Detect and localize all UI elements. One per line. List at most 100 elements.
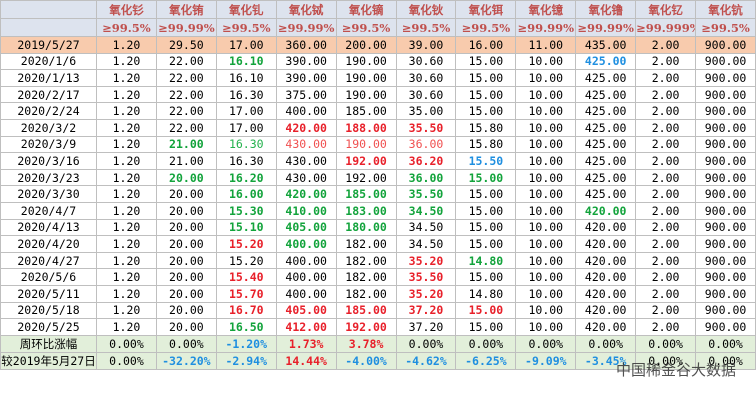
value-cell: 900.00 [695,85,756,104]
value-cell: 405.00 [275,301,337,320]
value-cell: 34.50 [395,218,457,237]
value-cell: 1.20 [96,102,157,120]
data-row: 2020/4/7 1.20 20.00 15.30 410.00 183.00 34.50 1… [0,201,756,220]
purity-header: ≥99.999% [635,18,697,37]
value-cell: 15.00 [455,201,517,220]
data-row: 2020/5/18 1.20 20.00 16.70 405.00 185.00 37.20… [0,301,756,320]
data-row: 2020/2/17 1.20 22.00 16.30 375.00 190.00 30.60… [0,85,756,104]
value-cell: 0.00% [96,351,157,370]
value-cell: 2.00 [635,118,697,137]
value-cell: 182.00 [335,284,397,303]
value-cell: 2.00 [635,135,697,154]
purity-header: ≥99.5% [215,18,277,37]
value-cell: 35.50 [395,118,457,137]
value-cell: -4.00% [335,351,397,370]
value-cell: -1.20% [215,334,277,353]
value-cell: 29.50 [155,36,217,54]
value-cell: 375.00 [275,85,337,104]
value-cell: 15.30 [215,201,277,220]
value-cell: 21.00 [155,152,217,170]
value-cell: 20.00 [155,318,217,336]
value-cell: 16.30 [215,152,277,170]
value-cell: 17.00 [215,118,277,137]
value-cell: 190.00 [335,135,397,154]
value-cell: 900.00 [695,69,756,87]
value-cell: 20.00 [155,235,217,253]
value-cell: 0.00% [635,334,697,353]
value-cell: 1.20 [96,218,157,237]
value-cell: 192.00 [335,152,397,170]
value-cell: 0.00% [635,351,697,370]
value-cell: 182.00 [335,251,397,270]
value-cell: 39.00 [395,36,457,54]
data-row: 2020/3/16 1.20 21.00 16.30 430.00 192.00 36.20… [0,152,756,170]
column-header: 氧化铕 [155,0,217,19]
value-cell: 900.00 [695,318,756,336]
value-cell: 2.00 [635,201,697,220]
value-cell: 1.20 [96,152,157,170]
value-cell: -32.20% [155,351,217,370]
value-cell: 425.00 [575,85,637,104]
value-cell: 15.00 [455,168,517,187]
value-cell: 17.00 [215,102,277,120]
data-row: 2020/3/2 1.20 22.00 17.00 420.00 188.00 35.50 1… [0,118,756,137]
value-cell: 2.00 [635,168,697,187]
value-cell: 900.00 [695,235,756,253]
value-cell: 1.20 [96,301,157,320]
row-label: 2020/3/23 [0,168,97,187]
value-cell: 185.00 [335,185,397,203]
value-cell: 1.20 [96,168,157,187]
value-cell: -2.94% [215,351,277,370]
value-cell: 10.00 [515,318,577,336]
value-cell: 0.00% [515,334,577,353]
row-label: 2020/3/9 [0,135,97,154]
value-cell: 20.00 [155,301,217,320]
value-cell: 16.00 [215,185,277,203]
value-cell: 20.00 [155,185,217,203]
value-cell: 2.00 [635,185,697,203]
value-cell: 15.50 [455,152,517,170]
value-cell: 2.00 [635,69,697,87]
value-cell: 14.80 [455,251,517,270]
value-cell: 10.00 [515,301,577,320]
value-cell: 900.00 [695,118,756,137]
value-cell: 36.00 [395,135,457,154]
column-header: 氧化钐 [96,0,157,19]
value-cell: 37.20 [395,301,457,320]
value-cell: 2.00 [635,235,697,253]
purity-header: ≥99.5% [96,18,157,37]
value-cell: 400.00 [275,268,337,286]
value-cell: 10.00 [515,185,577,203]
value-cell: 36.20 [395,152,457,170]
value-cell: 1.20 [96,118,157,137]
value-cell: 10.00 [515,251,577,270]
watermark: 中国稀金谷大数据 [615,361,736,379]
data-row: 2020/5/25 1.20 20.00 16.50 412.00 192.00 37.20… [0,318,756,336]
value-cell: 900.00 [695,284,756,303]
value-cell: 188.00 [335,118,397,137]
value-cell: 36.00 [395,168,457,187]
value-cell: 420.00 [575,318,637,336]
value-cell: 425.00 [575,102,637,120]
value-cell: 10.00 [515,218,577,237]
row-label: 2020/5/25 [0,318,97,336]
value-cell: 35.50 [395,185,457,203]
value-cell: 16.10 [215,52,277,71]
value-cell: 900.00 [695,135,756,154]
value-cell: 430.00 [275,135,337,154]
value-cell: 405.00 [275,218,337,237]
value-cell: 15.80 [455,118,517,137]
value-cell: 20.00 [155,218,217,237]
value-cell: 22.00 [155,118,217,137]
data-row: 2020/5/11 1.20 20.00 15.70 400.00 182.00 35.20… [0,284,756,303]
value-cell: 15.00 [455,268,517,286]
value-cell: 192.00 [335,318,397,336]
value-cell: 400.00 [275,251,337,270]
value-cell: 20.00 [155,251,217,270]
value-cell: 190.00 [335,85,397,104]
value-cell: 1.20 [96,235,157,253]
value-cell: 2.00 [635,85,697,104]
value-cell: 10.00 [515,152,577,170]
value-cell: 15.00 [455,235,517,253]
